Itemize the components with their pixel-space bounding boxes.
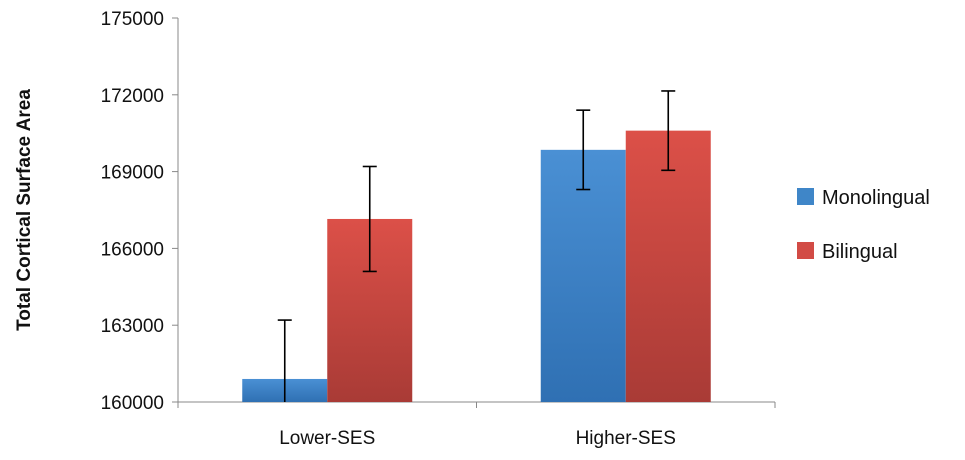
legend: Monolingual Bilingual xyxy=(797,187,930,263)
bars xyxy=(242,130,711,402)
bar xyxy=(625,130,711,402)
y-tick-label: 169000 xyxy=(101,163,164,184)
y-axis-label: Total Cortical Surface Area xyxy=(14,89,35,331)
y-tick-label: 163000 xyxy=(101,316,164,337)
y-tick-label: 175000 xyxy=(101,9,164,30)
legend-swatch xyxy=(797,188,814,205)
bar xyxy=(540,149,626,402)
legend-label: Bilingual xyxy=(822,241,898,263)
labels: 160000 163000 166000 169000 172000 175000 Lowe… xyxy=(101,9,676,449)
error-bars xyxy=(277,90,676,402)
y-tick-label: 166000 xyxy=(101,239,164,260)
y-tick-label: 172000 xyxy=(101,86,164,107)
x-tick-label: Lower-SES xyxy=(279,428,375,449)
legend-label: Monolingual xyxy=(822,187,930,209)
y-tick-label: 160000 xyxy=(101,393,164,414)
legend-swatch xyxy=(797,242,814,259)
x-tick-label: Higher-SES xyxy=(576,428,676,449)
